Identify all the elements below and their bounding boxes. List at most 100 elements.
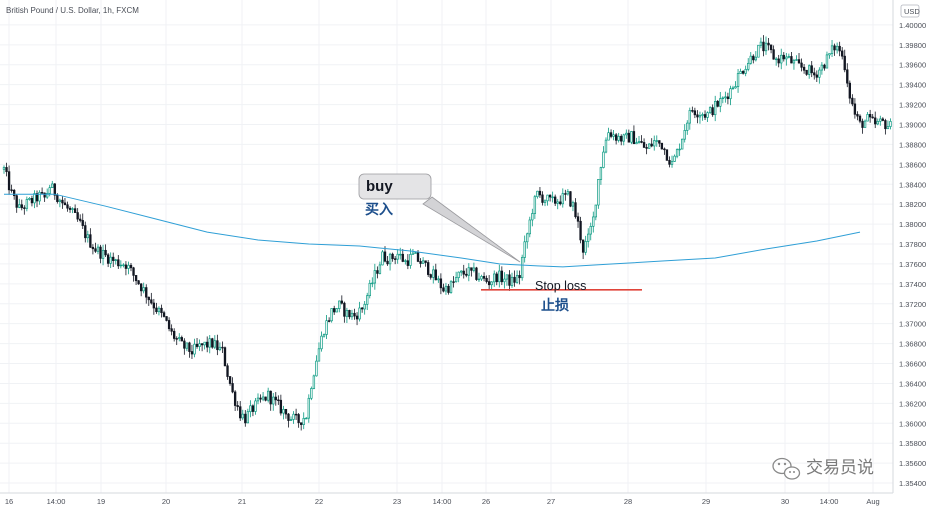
candle: [874, 111, 877, 129]
candle: [477, 272, 481, 283]
candle: [889, 118, 892, 130]
candle-body: [81, 220, 84, 226]
candle: [325, 314, 328, 340]
candle: [386, 255, 389, 266]
candle: [5, 162, 8, 177]
candle-body: [523, 241, 526, 258]
candle-body: [305, 417, 308, 420]
candle: [886, 120, 890, 130]
y-tick-label: 1.36200: [899, 399, 926, 408]
candle-body: [68, 207, 72, 210]
candle: [195, 337, 199, 349]
currency-badge[interactable]: [900, 4, 920, 18]
candle: [244, 410, 247, 427]
candle-body: [729, 88, 732, 100]
candle: [711, 104, 714, 117]
x-tick-label: 14:00: [820, 497, 839, 506]
candle-body: [300, 422, 303, 425]
candle-body: [556, 201, 559, 204]
candle-body: [221, 346, 224, 349]
candle-body: [218, 346, 222, 351]
candle: [863, 119, 867, 128]
candle-body: [101, 249, 105, 259]
watermark: 交易员说: [772, 457, 874, 480]
candle-body: [856, 113, 859, 117]
candle: [594, 204, 597, 221]
candle-body: [454, 277, 458, 283]
candle: [658, 140, 661, 147]
candle: [665, 149, 669, 161]
x-tick-label: 30: [781, 497, 789, 506]
candle-body: [498, 270, 501, 283]
candle-body: [599, 167, 603, 180]
candle: [731, 85, 735, 90]
candle: [200, 343, 204, 352]
candle: [15, 194, 18, 213]
candle: [757, 44, 760, 58]
candle: [675, 148, 679, 159]
candle-body: [675, 149, 679, 157]
candle: [28, 197, 31, 201]
candle-body: [622, 134, 625, 142]
candle: [150, 292, 153, 305]
candle-body: [152, 302, 156, 309]
candle: [86, 230, 89, 243]
candle: [327, 317, 331, 323]
y-tick-label: 1.35600: [899, 459, 926, 468]
buy-callout-box: [358, 173, 432, 200]
candle-body: [320, 335, 323, 350]
candle-body: [193, 343, 196, 355]
candle: [785, 52, 788, 66]
candle: [381, 249, 384, 266]
candle: [358, 301, 361, 322]
candle: [434, 263, 437, 281]
candle-body: [287, 413, 290, 421]
candle-body: [858, 115, 862, 122]
candle: [371, 277, 374, 288]
candle-body: [548, 194, 552, 198]
candle-body: [274, 396, 277, 401]
candle-body: [302, 417, 305, 425]
candle: [117, 255, 120, 269]
candle-body: [251, 405, 255, 412]
candle: [33, 190, 36, 209]
candle: [884, 118, 887, 135]
candle-body: [808, 65, 811, 75]
candle-body: [157, 307, 161, 313]
candle-body: [531, 213, 534, 221]
candle-body: [325, 320, 328, 335]
candle: [106, 253, 110, 268]
candle: [660, 142, 664, 150]
candle: [71, 207, 74, 214]
candle: [480, 274, 483, 281]
candle: [856, 111, 859, 121]
candle-body: [340, 300, 343, 304]
candle: [254, 398, 257, 415]
candle: [114, 258, 117, 265]
candle-body: [289, 419, 293, 421]
candle-body: [338, 300, 341, 309]
candle-body: [734, 86, 737, 89]
candle: [175, 336, 178, 346]
price-axis[interactable]: 1.40000 1.39800 1.39600 1.39400 1.39200 1.390…: [899, 21, 926, 488]
y-tick-label: 1.40000: [899, 21, 926, 30]
candle-body: [881, 118, 885, 121]
candle-body: [759, 41, 763, 46]
candle-body: [607, 132, 610, 141]
candle: [510, 272, 514, 288]
candle-body: [279, 399, 283, 414]
time-axis[interactable]: 16 14:00 19 20 21 22 23 14:00 26 27 28 29 30 14:00 Aug: [5, 497, 880, 506]
candle-body: [391, 253, 394, 260]
candle-body: [284, 408, 288, 415]
candle: [536, 190, 539, 199]
candle: [472, 262, 476, 273]
candle-body: [673, 155, 676, 162]
candle-body: [475, 267, 478, 280]
candle: [345, 307, 349, 323]
candle: [541, 191, 544, 206]
candle: [782, 52, 785, 62]
candle-body: [754, 56, 758, 61]
candle: [178, 333, 181, 342]
candle-body: [861, 120, 864, 128]
